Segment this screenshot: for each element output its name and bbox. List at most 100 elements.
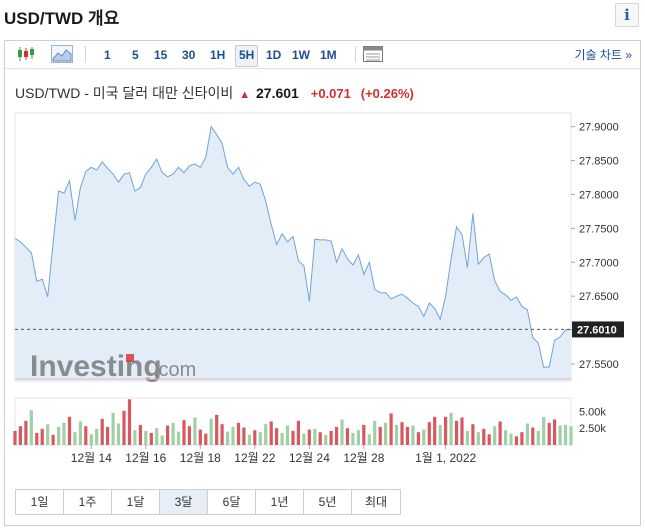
volume-bar (394, 424, 399, 445)
volume-bar (318, 432, 322, 445)
range-button-7[interactable]: 최대 (352, 490, 400, 514)
volume-bar (171, 422, 175, 445)
volume-bar (242, 427, 246, 445)
volume-bar (236, 422, 241, 445)
volume-bar (193, 417, 197, 445)
y-tick-label: 27.8000 (579, 189, 619, 201)
volume-bar (106, 426, 110, 445)
y-tick-label: 27.7500 (579, 223, 619, 235)
range-button-4[interactable]: 6달 (208, 490, 256, 514)
interval-button-1w[interactable]: 1W (292, 48, 310, 62)
volume-bar (329, 430, 333, 445)
range-button-6[interactable]: 5년 (304, 490, 352, 514)
technical-chart-link[interactable]: 기술 차트 » (574, 48, 632, 62)
volume-bar (307, 429, 311, 445)
volume-bar (400, 422, 404, 445)
interval-button-30[interactable]: 30 (182, 48, 196, 62)
range-button-2[interactable]: 1달 (112, 490, 160, 514)
volume-tick-label: 2.50k (579, 423, 606, 435)
volume-bar (373, 420, 377, 445)
table-icon[interactable] (362, 45, 384, 63)
volume-bar (253, 430, 257, 445)
volume-bar (356, 430, 360, 445)
volume-bar (226, 431, 230, 445)
volume-bar (389, 413, 393, 445)
interval-button-1h[interactable]: 1H (210, 48, 226, 62)
range-button-3[interactable]: 3달 (160, 490, 208, 514)
volume-bar (182, 420, 186, 445)
last-value-badge (572, 321, 624, 338)
volume-bar (176, 431, 181, 445)
volume-bar (35, 432, 39, 445)
range-button-5[interactable]: 1년 (256, 490, 304, 514)
price-change: +0.071 (310, 86, 351, 101)
volume-bar (367, 434, 371, 445)
volume-bar (427, 422, 431, 445)
volume-bar (504, 430, 508, 445)
volume-bar (313, 428, 317, 445)
volume-bar (454, 420, 459, 445)
price-change-percent: (+0.26%) (360, 86, 414, 101)
watermark-suffix: .com (153, 359, 196, 381)
volume-bar (155, 428, 159, 445)
volume-bar (569, 426, 573, 445)
interval-button-1d[interactable]: 1D (266, 48, 282, 62)
volume-bar (127, 399, 132, 445)
volume-bar (264, 424, 268, 445)
volume-bar (411, 425, 415, 445)
interval-button-1[interactable]: 1 (104, 48, 111, 62)
interval-button-5[interactable]: 5 (132, 48, 139, 62)
volume-bar (433, 416, 437, 445)
volume-bar (84, 426, 88, 445)
volume-bar (335, 426, 339, 445)
volume-bar (13, 430, 17, 445)
volume-bar (67, 416, 72, 445)
volume-bar (220, 424, 224, 445)
volume-bar (187, 426, 191, 445)
y-tick-label: 27.5500 (579, 359, 619, 371)
area-chart-icon[interactable] (51, 45, 73, 63)
volume-bar (444, 416, 448, 445)
volume-bar (116, 423, 121, 445)
volume-bar (422, 429, 426, 445)
volume-bar (280, 432, 284, 445)
volume-bar (89, 434, 93, 445)
interval-button-5h[interactable]: 5H (235, 45, 259, 67)
volume-bar (51, 434, 55, 445)
info-icon[interactable]: i (615, 3, 639, 27)
volume-bar (160, 435, 164, 445)
volume-bar (73, 432, 77, 445)
header: USD/TWD 개요 i (0, 0, 645, 34)
range-button-1[interactable]: 1주 (64, 490, 112, 514)
volume-bar (520, 432, 524, 445)
x-tick-label: 12월 14 (71, 451, 112, 465)
watermark-dot (126, 354, 134, 362)
volume-bar (553, 419, 557, 445)
range-button-0[interactable]: 1일 (16, 490, 64, 514)
volume-bar (198, 429, 202, 445)
candlestick-icon[interactable] (15, 45, 37, 63)
volume-bar (536, 430, 540, 445)
volume-bar (460, 417, 464, 445)
volume-bar (122, 410, 126, 445)
pair-name: USD/TWD - 미국 달러 대만 신타이비 (15, 85, 234, 101)
volume-bar (29, 410, 33, 445)
x-tick-label: 12월 24 (289, 451, 330, 465)
volume-bar (204, 433, 208, 445)
page-title: USD/TWD 개요 (4, 9, 120, 28)
price-chart[interactable]: Investing.com 27.9000 27.8500 27.8000 27.750… (5, 41, 640, 481)
volume-bar (340, 419, 344, 445)
volume-bar (18, 426, 22, 445)
last-value-label: 27.6010 (577, 324, 617, 336)
interval-button-1m[interactable]: 1M (320, 48, 337, 62)
interval-button-15[interactable]: 15 (154, 48, 168, 62)
volume-bar (291, 430, 295, 445)
volume-bar (57, 426, 61, 445)
range-selector: 1일 1주 1달 3달 6달 1년 5년 최대 (15, 489, 401, 515)
volume-bar (258, 432, 262, 445)
volume-bar (558, 425, 562, 445)
volume-bar (362, 424, 366, 445)
volume-bar (384, 422, 388, 445)
volume-bar (476, 432, 480, 445)
volume-bar (269, 421, 273, 445)
